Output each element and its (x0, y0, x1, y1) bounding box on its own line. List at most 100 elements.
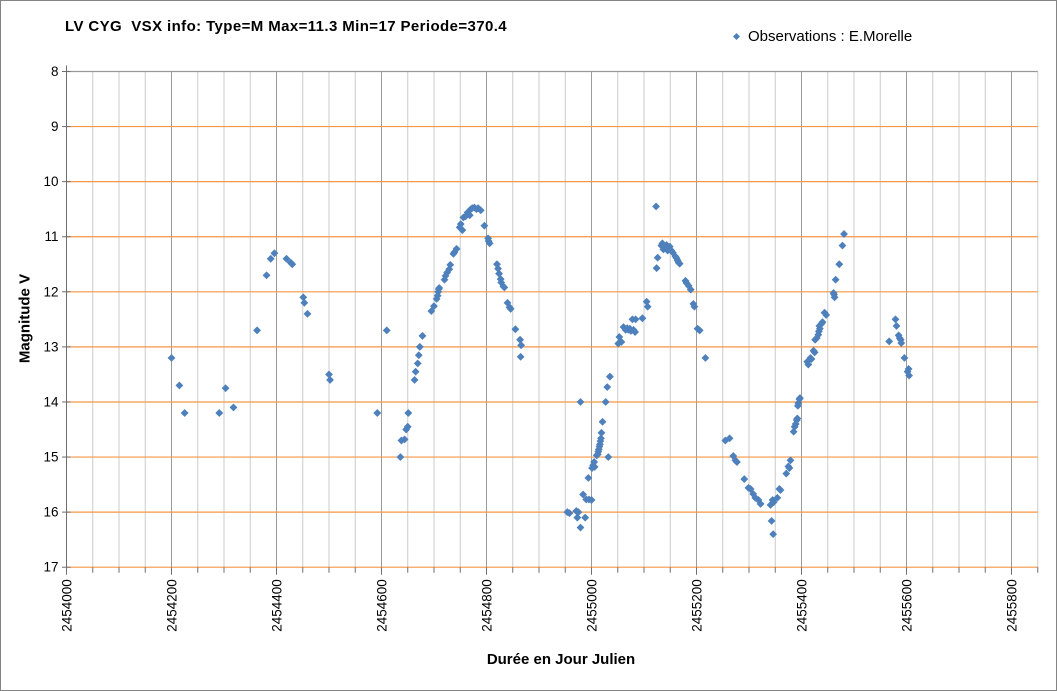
svg-text:11: 11 (44, 229, 58, 244)
data-point (597, 429, 606, 437)
data-point (445, 265, 454, 274)
data-point (818, 318, 827, 326)
data-point (452, 245, 461, 253)
data-point (427, 307, 436, 315)
data-point (221, 384, 230, 392)
data-point (574, 508, 583, 516)
data-point (410, 376, 419, 384)
data-point (838, 241, 847, 250)
data-point (266, 254, 275, 263)
data-point (782, 469, 791, 478)
data-point (288, 260, 297, 269)
data-point (581, 513, 589, 522)
data-point (590, 463, 599, 471)
data-point (796, 394, 804, 402)
data-point (480, 221, 489, 230)
data-point (794, 399, 803, 407)
data-point (885, 337, 893, 346)
data-point (804, 360, 813, 369)
data-point (506, 305, 515, 313)
data-point (396, 453, 405, 461)
data-point (652, 202, 660, 211)
data-point (215, 409, 224, 417)
data-point (516, 353, 525, 361)
data-point (229, 403, 238, 412)
data-point (416, 343, 424, 351)
data-point (458, 226, 467, 234)
data-point (565, 509, 574, 518)
svg-text:17: 17 (43, 560, 58, 575)
data-point (584, 474, 593, 482)
data-point (326, 376, 334, 384)
data-point (810, 348, 819, 357)
data-point (587, 496, 596, 504)
data-point (601, 398, 610, 406)
data-point (400, 435, 409, 444)
data-point (253, 326, 261, 335)
data-point (373, 409, 382, 417)
data-point (807, 355, 816, 363)
data-point (816, 324, 824, 333)
data-point (733, 458, 741, 466)
data-point (653, 253, 662, 262)
data-point (175, 381, 184, 390)
data-point (638, 314, 647, 323)
data-point (652, 264, 661, 272)
svg-text:2454600: 2454600 (375, 579, 390, 632)
data-point (413, 359, 422, 368)
legend: Observations : E.Morelle (732, 28, 913, 45)
data-point (643, 302, 652, 311)
svg-text:2455200: 2455200 (690, 579, 705, 632)
data-point (767, 517, 776, 525)
data-point (900, 354, 909, 362)
legend-label: Observations : E.Morelle (748, 28, 913, 45)
data-point (725, 434, 734, 443)
data-point (598, 417, 607, 426)
data-point (262, 271, 271, 280)
svg-text:2454000: 2454000 (60, 579, 75, 632)
data-point (180, 409, 189, 417)
data-point (786, 456, 795, 465)
data-point (465, 211, 474, 220)
data-point (785, 464, 794, 472)
data-point (603, 383, 612, 391)
data-point (516, 335, 524, 344)
data-point (576, 523, 585, 532)
data-point (303, 310, 312, 318)
data-point (769, 530, 777, 538)
data-point (831, 275, 840, 284)
svg-text:12: 12 (43, 284, 58, 299)
data-point (403, 422, 412, 431)
data-point (511, 325, 520, 334)
svg-text:14: 14 (43, 394, 59, 409)
data-point (300, 299, 309, 307)
data-point (485, 239, 494, 248)
svg-text:2455000: 2455000 (585, 579, 600, 632)
x-axis-title: Durée en Jour Julien (486, 651, 636, 668)
data-point (835, 260, 844, 269)
svg-text:16: 16 (43, 505, 58, 520)
data-point (404, 409, 413, 417)
data-point (476, 206, 485, 215)
data-point (905, 371, 913, 380)
data-point (897, 339, 906, 347)
data-point (325, 370, 333, 379)
data-point (690, 302, 699, 311)
data-point (675, 259, 684, 268)
data-point (631, 328, 639, 336)
data-point (604, 453, 613, 461)
data-point (892, 322, 901, 330)
data-point (740, 475, 749, 483)
data-point (776, 486, 785, 494)
data-point (769, 498, 778, 507)
svg-text:2454400: 2454400 (270, 579, 285, 632)
data-point (695, 326, 704, 335)
data-point (701, 354, 710, 362)
data-point (773, 494, 782, 502)
data-point (573, 513, 582, 522)
data-point (822, 311, 830, 319)
data-point (597, 434, 605, 443)
data-point (446, 261, 455, 269)
